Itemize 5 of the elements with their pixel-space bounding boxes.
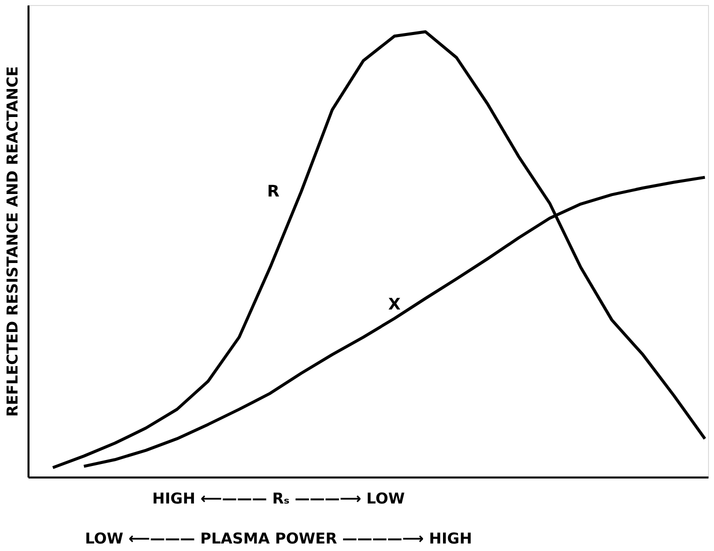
text: LOW ⟵——— PLASMA POWER ————⟶ HIGH	[84, 530, 472, 548]
series-label: R	[267, 182, 280, 201]
y-axis-title: REFLECTED RESISTANCE AND REACTANCE	[4, 66, 22, 417]
series-label: X	[388, 294, 402, 314]
x-axis-title: HIGH ⟵——— Rₛ ———⟶ LOW	[152, 490, 406, 508]
